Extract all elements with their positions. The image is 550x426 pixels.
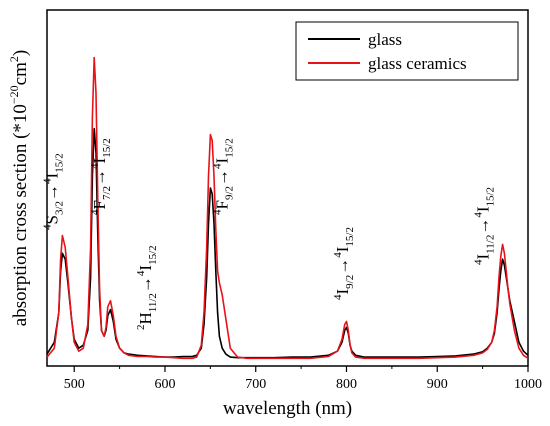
annotation-i92-main: I [333,289,352,295]
annotation-h112-main2: I [136,265,155,271]
x-axis-label: wavelength (nm) [223,398,352,419]
annotation-f72-main: F [90,200,109,209]
x-tick-label-600: 600 [154,377,175,392]
annotation-i92-sub: 9/2 [344,275,356,289]
annotation-i92-sub2: 15/2 [344,227,356,247]
plot-frame [46,9,529,367]
annotation-f72-main2: I [90,157,109,163]
y-axis-label-main: absorption cross section (*10 [10,104,31,326]
y-axis-label-close: ) [10,50,31,56]
annotation-s32-arrow: → [43,184,62,201]
annotation-i92: 4I9/2→4I15/2 [332,227,356,300]
annotation-h112-base2: 4 [135,270,147,276]
annotation-f72-arrow: → [90,169,109,186]
x-tick-label-1000: 1000 [514,377,542,392]
annotation-f92-main: F [212,200,231,209]
annotation-s32-base: 4 [42,224,54,230]
annotation-f92-base: 4 [211,209,223,215]
x-tick-label-700: 700 [245,377,266,392]
annotation-h112: 2H11/2→4I15/2 [135,245,159,330]
annotation-f92: 4F9/2→4I15/2 [211,138,235,215]
annotation-i112-sub2: 15/2 [485,187,497,207]
annotation-h112-sub: 11/2 [147,293,159,312]
legend-box [295,21,519,81]
annotation-f92-sub2: 15/2 [223,138,235,158]
y-axis-label-unit-exp: 2 [7,56,21,62]
annotation-f92-main2: I [212,157,231,163]
annotation-h112-sub2: 15/2 [147,245,159,265]
annotation-f92-sub: 9/2 [223,186,235,200]
annotation-i112-base: 4 [473,259,485,265]
annotation-i112-main: I [474,254,493,260]
annotation-f72-sub: 7/2 [101,186,113,200]
annotation-f72-sub2: 15/2 [101,138,113,158]
series-layer [46,56,529,360]
annotation-i112-sub: 11/2 [485,235,497,254]
annotation-i92-base2: 4 [332,252,344,258]
transition-annotations: 4S3/2→4I15/24F7/2→4I15/22H11/2→4I15/24F9… [42,138,497,330]
y-axis-label-unit: cm [10,62,31,85]
annotation-s32-sub2: 15/2 [54,153,66,173]
annotation-i92-arrow: → [333,258,352,275]
annotation-h112-base: 2 [135,325,147,331]
annotation-s32-base2: 4 [42,178,54,184]
legend: glass glass ceramics [295,21,519,81]
x-tick-label-900: 900 [427,377,448,392]
legend-label-glass: glass [368,30,402,49]
annotation-i112-arrow: → [474,218,493,235]
annotation-f72-base: 4 [89,209,101,215]
annotation-h112-main: H [136,312,155,324]
y-axis-label: absorption cross section (*10−20cm2) [7,50,31,326]
x-tick-label-500: 500 [64,377,85,392]
x-axis-ticks: 500 600 700 800 900 1000 [64,366,542,392]
annotation-f72-base2: 4 [89,163,101,169]
series-line-glass [46,127,529,359]
annotation-f72: 4F7/2→4I15/2 [89,138,113,215]
annotation-s32: 4S3/2→4I15/2 [42,153,66,230]
legend-label-glass-ceramics: glass ceramics [368,54,467,73]
x-tick-label-800: 800 [336,377,357,392]
annotation-i112-base2: 4 [473,212,485,218]
annotation-s32-main2: I [43,172,62,178]
annotation-s32-sub: 3/2 [54,201,66,215]
annotation-i112: 4I11/2→4I15/2 [473,187,497,265]
annotation-i112-main2: I [474,206,493,212]
y-axis-label-exp: −20 [7,85,21,104]
annotation-i92-base: 4 [332,294,344,300]
annotation-f92-arrow: → [212,169,231,186]
annotation-s32-main: S [43,215,62,224]
annotation-i92-main2: I [333,246,352,252]
annotation-f92-base2: 4 [211,163,223,169]
series-line-glass-ceramics [46,56,529,360]
annotation-h112-arrow: → [136,276,155,293]
